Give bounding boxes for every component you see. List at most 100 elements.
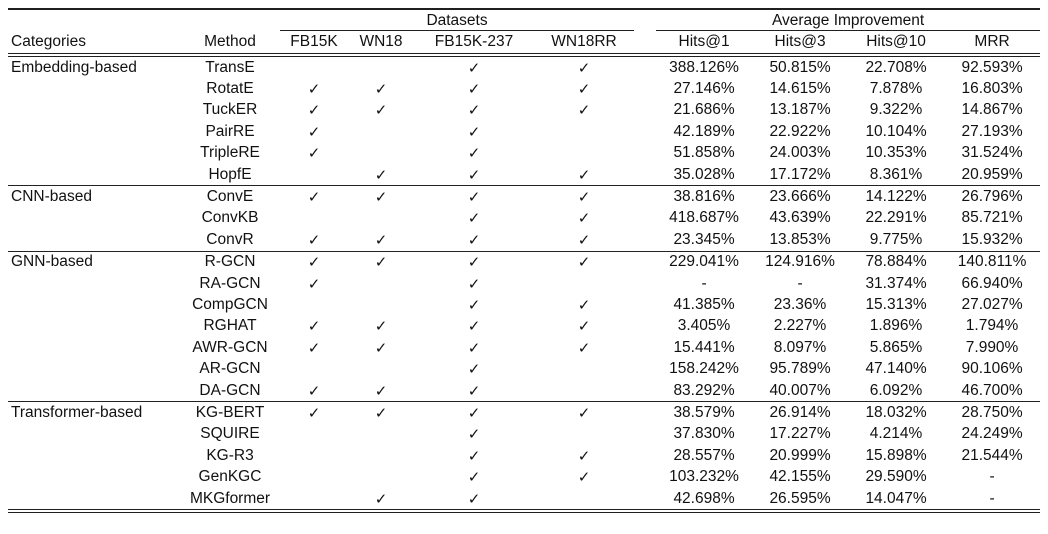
metric-cell: 22.922% bbox=[769, 122, 831, 140]
table-body: Embedding-based TransE ✓ ✓ 388.126% 50.815% 22… bbox=[8, 55, 1041, 514]
method-cell: AWR-GCN bbox=[192, 338, 268, 356]
method-cell: ConvE bbox=[180, 185, 280, 208]
metric-cell: 31.374% bbox=[865, 274, 927, 292]
metric-cell: 40.007% bbox=[769, 381, 831, 399]
table-row: RA-GCN ✓ ✓ - - 31.374% 66.940% bbox=[8, 273, 1040, 294]
empty-dataset-cell bbox=[348, 424, 414, 445]
checkmark-icon: ✓ bbox=[307, 339, 321, 357]
column-gap bbox=[634, 164, 656, 186]
empty-dataset-cell bbox=[534, 487, 635, 514]
category-cell bbox=[8, 358, 180, 379]
column-gap bbox=[634, 121, 656, 142]
metric-cell: 124.916% bbox=[752, 250, 849, 273]
table-row: MKGformer ✓ ✓ 42.698% 26.595% 14.047% - bbox=[8, 487, 1041, 514]
metric-cell: 21.544% bbox=[961, 446, 1023, 464]
group-gap bbox=[634, 8, 657, 31]
column-gap bbox=[634, 55, 656, 78]
checkmark-icon: ✓ bbox=[467, 275, 481, 293]
metric-cell: 31.524% bbox=[961, 144, 1023, 162]
metric-cell: 9.322% bbox=[869, 101, 923, 119]
table-row: GNN-based R-GCN ✓ ✓ ✓ ✓ 229.041% 124.916% 78.884… bbox=[8, 250, 1041, 273]
table-row: TuckER ✓ ✓ ✓ ✓ 21.686% 13.187% 9.322% 14.867% bbox=[8, 100, 1040, 121]
category-cell: GNN-based bbox=[8, 250, 180, 273]
column-gap bbox=[634, 208, 656, 229]
empty-dataset-cell bbox=[534, 380, 634, 402]
metric-cell: 17.172% bbox=[769, 165, 831, 183]
metric-cell: 22.291% bbox=[865, 209, 927, 227]
method-cell: RGHAT bbox=[203, 317, 257, 335]
method-cell: ConvKB bbox=[201, 209, 259, 227]
column-gap bbox=[634, 229, 656, 251]
empty-dataset-cell bbox=[348, 143, 414, 164]
checkmark-icon: ✓ bbox=[348, 250, 414, 273]
metric-cell: 13.853% bbox=[769, 230, 831, 248]
metric-cell: 26.796% bbox=[944, 185, 1041, 208]
metric-cell: 95.789% bbox=[769, 360, 831, 378]
metric-cell: 27.193% bbox=[961, 122, 1023, 140]
checkmark-icon: ✓ bbox=[348, 487, 414, 514]
column-gap bbox=[634, 380, 656, 402]
metric-cell: 28.557% bbox=[673, 446, 735, 464]
checkmark-icon: ✓ bbox=[577, 81, 591, 99]
metric-cell: 22.708% bbox=[865, 58, 927, 76]
checkmark-icon: ✓ bbox=[534, 401, 635, 424]
checkmark-icon: ✓ bbox=[467, 469, 481, 487]
empty-dataset-cell bbox=[348, 445, 414, 466]
method-cell: HopfE bbox=[208, 165, 252, 183]
checkmark-icon: ✓ bbox=[414, 250, 534, 273]
column-gap bbox=[634, 30, 657, 57]
metric-cell: 26.914% bbox=[752, 401, 849, 424]
metric-cell: 92.593% bbox=[961, 58, 1023, 76]
metric-cell: 15.898% bbox=[865, 446, 927, 464]
metric-cell: 15.441% bbox=[673, 338, 735, 356]
checkmark-icon: ✓ bbox=[577, 59, 591, 77]
table-row: HopfE ✓ ✓ ✓ 35.028% 17.172% 8.361% 20.959% bbox=[8, 164, 1040, 186]
metric-cell: 46.700% bbox=[961, 381, 1023, 399]
metric-cell: 29.590% bbox=[865, 468, 927, 486]
metric-cell: 50.815% bbox=[769, 58, 831, 76]
method-cell: KG-BERT bbox=[180, 401, 280, 424]
checkmark-icon: ✓ bbox=[534, 250, 635, 273]
checkmark-icon: ✓ bbox=[467, 382, 481, 400]
metric-cell: 3.405% bbox=[677, 317, 731, 335]
metric-cell: 14.615% bbox=[769, 80, 831, 98]
metric-cell: - bbox=[701, 274, 707, 292]
category-cell bbox=[8, 445, 180, 466]
table-row: ConvR ✓ ✓ ✓ ✓ 23.345% 13.853% 9.775% 15.932% bbox=[8, 229, 1040, 251]
metric-cell: 14.047% bbox=[848, 487, 945, 514]
checkmark-icon: ✓ bbox=[307, 382, 321, 400]
table-row: RGHAT ✓ ✓ ✓ ✓ 3.405% 2.227% 1.896% 1.794% bbox=[8, 316, 1040, 337]
group-header-average-improvement: Average Improvement bbox=[656, 8, 1041, 31]
metric-cell: 4.214% bbox=[869, 425, 923, 443]
metric-cell: 26.595% bbox=[752, 487, 849, 514]
table-row: ConvKB ✓ ✓ 418.687% 43.639% 22.291% 85.721% bbox=[8, 208, 1040, 229]
column-gap bbox=[634, 100, 656, 121]
metric-cell: 1.794% bbox=[965, 317, 1019, 335]
metric-cell: 8.361% bbox=[869, 165, 923, 183]
metric-cell: - bbox=[797, 274, 803, 292]
checkmark-icon: ✓ bbox=[577, 210, 591, 228]
checkmark-icon: ✓ bbox=[348, 401, 414, 424]
method-cell: RA-GCN bbox=[199, 274, 261, 292]
checkmark-icon: ✓ bbox=[577, 318, 591, 336]
checkmark-icon: ✓ bbox=[467, 318, 481, 336]
category-cell bbox=[8, 164, 180, 186]
column-gap bbox=[634, 294, 656, 315]
checkmark-icon: ✓ bbox=[307, 145, 321, 163]
metric-cell: 7.878% bbox=[869, 80, 923, 98]
checkmark-icon: ✓ bbox=[307, 81, 321, 99]
method-cell: ConvR bbox=[206, 230, 254, 248]
metric-cell: 9.775% bbox=[869, 230, 923, 248]
table-row: RotatE ✓ ✓ ✓ ✓ 27.146% 14.615% 7.878% 16.803% bbox=[8, 78, 1040, 99]
column-gap bbox=[634, 445, 656, 466]
metric-cell: 41.385% bbox=[673, 295, 735, 313]
metric-cell: 78.884% bbox=[848, 250, 945, 273]
metric-cell: 24.003% bbox=[769, 144, 831, 162]
column-header-hits3: Hits@3 bbox=[752, 30, 849, 57]
category-cell bbox=[8, 337, 180, 358]
checkmark-icon: ✓ bbox=[467, 426, 481, 444]
checkmark-icon: ✓ bbox=[467, 361, 481, 379]
checkmark-icon: ✓ bbox=[280, 401, 348, 424]
metric-cell: - bbox=[944, 487, 1041, 514]
metric-cell: 20.999% bbox=[769, 446, 831, 464]
